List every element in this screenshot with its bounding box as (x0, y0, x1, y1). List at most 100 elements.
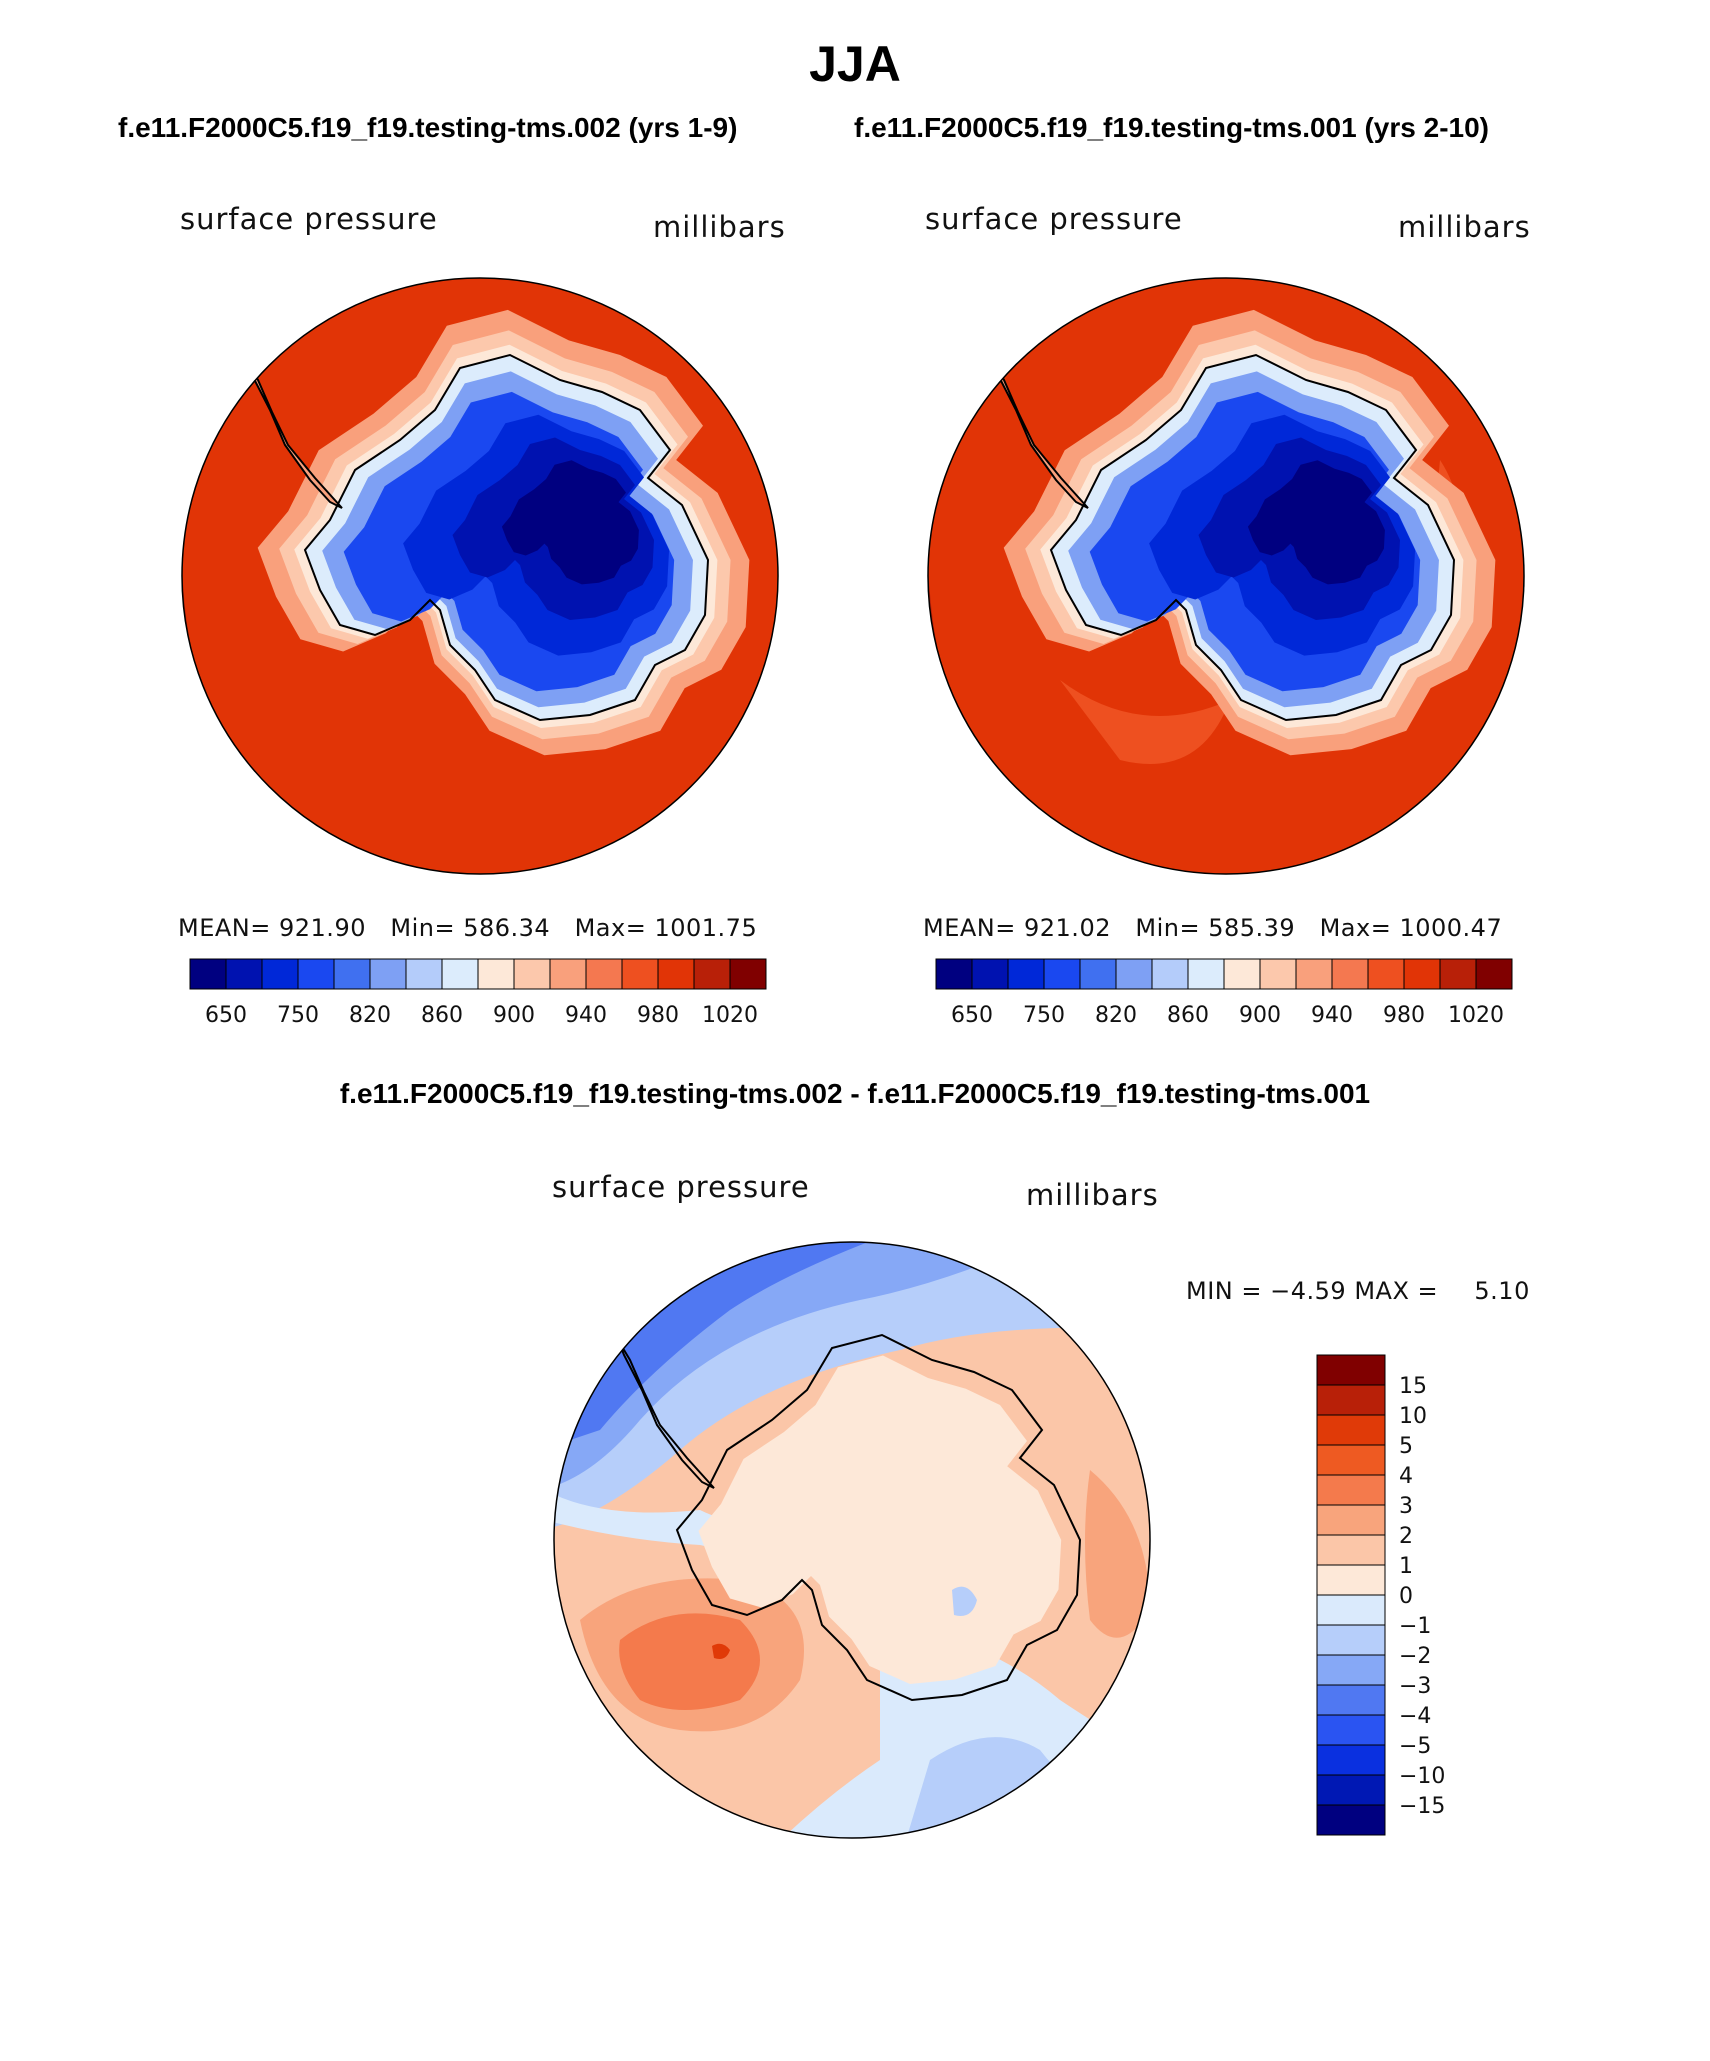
diff-max-value: 5.10 (1474, 1277, 1530, 1305)
case2-mean-label: MEAN= (923, 914, 1016, 942)
case2-map (927, 277, 1525, 875)
case1-colorbar-label: 650 (205, 1003, 247, 1028)
case1-min-label: Min= (390, 914, 456, 942)
case1-variable-label: surface pressure (180, 202, 438, 236)
case1-colorbar-label: 1020 (702, 1003, 758, 1028)
case2-colorbar-label: 900 (1239, 1003, 1281, 1028)
case2-colorbar-box (1403, 958, 1441, 990)
case1-colorbar-box (225, 958, 263, 990)
diff-colorbar-box (1316, 1474, 1386, 1506)
case2-colorbar-box (1295, 958, 1333, 990)
case2-colorbar-label: 1020 (1448, 1003, 1504, 1028)
diff-minmax: MIN = −4.59 MAX = 5.10 (1186, 1277, 1530, 1305)
diff-map-border (553, 1241, 1151, 1839)
diff-colorbar-box (1316, 1714, 1386, 1746)
case2-colorbar-box (1331, 958, 1369, 990)
case1-colorbar-label: 900 (493, 1003, 535, 1028)
diff-colorbar-box (1316, 1504, 1386, 1536)
diff-colorbar-label: 10 (1399, 1404, 1427, 1429)
diff-colorbar-label: 1 (1399, 1554, 1413, 1579)
case2-map-border (927, 277, 1525, 875)
case1-max-value: 1001.75 (654, 914, 758, 942)
case1-colorbar-box (585, 958, 623, 990)
case2-colorbar-box (1223, 958, 1261, 990)
case2-colorbar-label: 980 (1383, 1003, 1425, 1028)
diff-colorbar-box (1316, 1354, 1386, 1386)
case1-colorbar-box (693, 958, 731, 990)
diff-colorbar-label: 4 (1399, 1464, 1413, 1489)
case2-colorbar-label: 750 (1023, 1003, 1065, 1028)
case1-colorbar-box (297, 958, 335, 990)
case2-colorbar-box (1259, 958, 1297, 990)
case2-colorbar-box (1043, 958, 1081, 990)
case1-colorbar-box (369, 958, 407, 990)
diff-positive-band-2 (619, 1613, 760, 1710)
diff-colorbar-label: 15 (1399, 1374, 1427, 1399)
case2-units-label: millibars (1398, 210, 1531, 244)
diff-colorbar-box (1316, 1444, 1386, 1476)
diff-east-positive (1085, 1470, 1150, 1638)
case1-mean-value: 921.90 (279, 914, 366, 942)
case2-colorbar-box (1115, 958, 1153, 990)
case1-max-label: Max= (574, 914, 647, 942)
diff-variable-label: surface pressure (552, 1170, 810, 1204)
case2-colorbar: 650 750 820 860 900 940 980 1020 (935, 958, 1513, 1028)
case1-colorbar-label: 940 (565, 1003, 607, 1028)
case2-colorbar-box (1007, 958, 1045, 990)
diff-colorbar-box (1316, 1744, 1386, 1776)
case1-colorbar-box (477, 958, 515, 990)
diff-positive-max (712, 1643, 730, 1659)
case2-colorbar-box (1367, 958, 1405, 990)
case2-colorbar-label: 860 (1167, 1003, 1209, 1028)
diff-min-label: MIN = (1186, 1277, 1262, 1305)
case2-colorbar-box (935, 958, 973, 990)
case1-colorbar-label: 980 (637, 1003, 679, 1028)
diff-colorbar-box (1316, 1624, 1386, 1656)
diff-colorbar-box (1316, 1384, 1386, 1416)
case2-colorbar-box (1151, 958, 1189, 990)
diff-units-label: millibars (1026, 1178, 1159, 1212)
diff-colorbar-box (1316, 1564, 1386, 1596)
diff-colorbar-label: −4 (1399, 1704, 1431, 1729)
case1-colorbar-box (621, 958, 659, 990)
case1-colorbar-box (729, 958, 767, 990)
case1-colorbar-box (189, 958, 227, 990)
diff-colorbar-box (1316, 1774, 1386, 1806)
diff-colorbar-label: −3 (1399, 1674, 1431, 1699)
case1-min-value: 586.34 (463, 914, 551, 942)
diff-colorbar-label: −5 (1399, 1734, 1431, 1759)
diff-title: f.e11.F2000C5.f19_f19.testing-tms.002 - … (339, 1078, 1371, 1109)
case2-colorbar-label: 940 (1311, 1003, 1353, 1028)
diff-colorbar-box (1316, 1684, 1386, 1716)
case2-min-label: Min= (1135, 914, 1201, 942)
case2-colorbar-box (1475, 958, 1513, 990)
diff-colorbar-label: 3 (1399, 1494, 1413, 1519)
case2-weak-band (1060, 680, 1230, 764)
diff-colorbar-box (1316, 1654, 1386, 1686)
case1-map-border (181, 277, 779, 875)
case2-colorbar-box (1079, 958, 1117, 990)
diff-colorbar-label: 2 (1399, 1524, 1413, 1549)
case2-title: f.e11.F2000C5.f19_f19.testing-tms.001 (y… (854, 112, 1489, 143)
case1-units-label: millibars (653, 210, 786, 244)
case1-colorbar-box (657, 958, 695, 990)
case2-max-value: 1000.47 (1399, 914, 1503, 942)
case2-min-value: 585.39 (1208, 914, 1296, 942)
diff-map (553, 1241, 1151, 1839)
case1-colorbar-label: 750 (277, 1003, 319, 1028)
case2-colorbar-box (1439, 958, 1477, 990)
case1-colorbar-box (261, 958, 299, 990)
diff-colorbar-label: −1 (1399, 1614, 1431, 1639)
case2-mean-value: 921.02 (1024, 914, 1111, 942)
diff-colorbar-box (1316, 1594, 1386, 1626)
case2-stats: MEAN= 921.02 Min= 585.39 Max= 1000.47 (923, 914, 1502, 942)
diff-colorbar-label: −15 (1399, 1794, 1445, 1819)
diff-antarctica-field (617, 1334, 1081, 1701)
diff-colorbar-label: 0 (1399, 1584, 1413, 1609)
case2-colorbar-box (971, 958, 1009, 990)
diff-colorbar-box (1316, 1534, 1386, 1566)
diff-min-value: −4.59 (1270, 1277, 1347, 1305)
case1-colorbar-box (513, 958, 551, 990)
